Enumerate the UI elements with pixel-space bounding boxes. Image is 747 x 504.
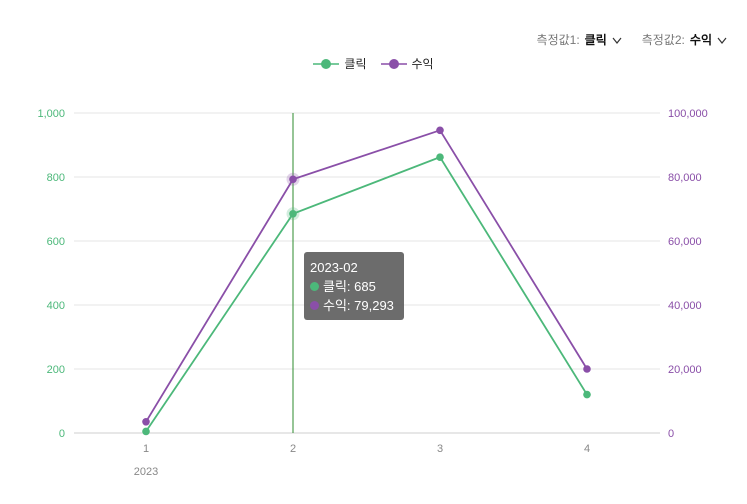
- measure-2-label: 측정값2:: [641, 33, 685, 47]
- y-right-tick-label: 80,000: [668, 172, 702, 184]
- x-group-label: 2023: [134, 466, 158, 478]
- legend-line-marker-icon: [380, 58, 407, 69]
- y-right-tick-label: 60,000: [668, 236, 702, 248]
- measure-selectors: 측정값1: 클릭 측정값2: 수익: [537, 31, 727, 48]
- data-point: [289, 210, 297, 218]
- y-left-tick-label: 0: [59, 428, 65, 440]
- measure-1-value: 클릭: [584, 33, 607, 47]
- y-right-tick-label: 0: [668, 428, 674, 440]
- series-line-1: [145, 129, 588, 423]
- legend-label-clicks: 클릭: [344, 57, 367, 71]
- data-point: [436, 153, 444, 161]
- data-point: [142, 418, 150, 426]
- measure-1-selector[interactable]: 측정값1: 클릭: [537, 31, 622, 48]
- tooltip-dot-revenue: [310, 301, 319, 310]
- data-point: [436, 126, 444, 135]
- tooltip-row-clicks: 클릭: 685: [310, 277, 398, 296]
- chart-tooltip: 2023-02 클릭: 685 수익: 79,293: [304, 252, 404, 320]
- data-point: [142, 427, 150, 436]
- measure-2-value: 수익: [689, 33, 712, 47]
- data-point: [583, 390, 591, 399]
- tooltip-value-revenue: 수익: 79,293: [323, 298, 394, 313]
- legend-line-marker-icon: [313, 58, 340, 69]
- x-tick-label: 4: [584, 443, 590, 455]
- measure-1-label: 측정값1:: [536, 33, 580, 47]
- y-left-tick-label: 1,000: [37, 108, 65, 120]
- y-left-tick-label: 800: [47, 172, 65, 184]
- x-tick-label: 1: [143, 443, 149, 455]
- tooltip-row-revenue: 수익: 79,293: [310, 296, 398, 315]
- y-left-tick-label: 600: [47, 236, 65, 248]
- legend-item-revenue[interactable]: 수익: [380, 55, 434, 72]
- y-right-tick-label: 100,000: [668, 108, 708, 120]
- tooltip-title: 2023-02: [310, 260, 358, 275]
- data-point: [583, 365, 591, 373]
- measure-2-selector[interactable]: 측정값2: 수익: [642, 31, 727, 48]
- chevron-down-icon: [717, 37, 727, 44]
- tooltip-dot-clicks: [310, 282, 319, 291]
- y-left-tick-label: 200: [47, 364, 65, 376]
- data-point: [289, 175, 297, 184]
- tooltip-value-clicks: 클릭: 685: [323, 279, 376, 294]
- x-tick-label: 2: [290, 443, 296, 455]
- chevron-down-icon: [612, 37, 622, 44]
- legend-item-clicks[interactable]: 클릭: [313, 55, 367, 72]
- series-line-0: [145, 156, 588, 432]
- y-left-tick-label: 400: [47, 300, 65, 312]
- y-right-tick-label: 20,000: [668, 364, 702, 376]
- y-right-tick-label: 40,000: [668, 300, 702, 312]
- chart-legend: 클릭 수익: [0, 55, 747, 72]
- x-tick-label: 3: [437, 443, 443, 455]
- legend-label-revenue: 수익: [411, 57, 434, 71]
